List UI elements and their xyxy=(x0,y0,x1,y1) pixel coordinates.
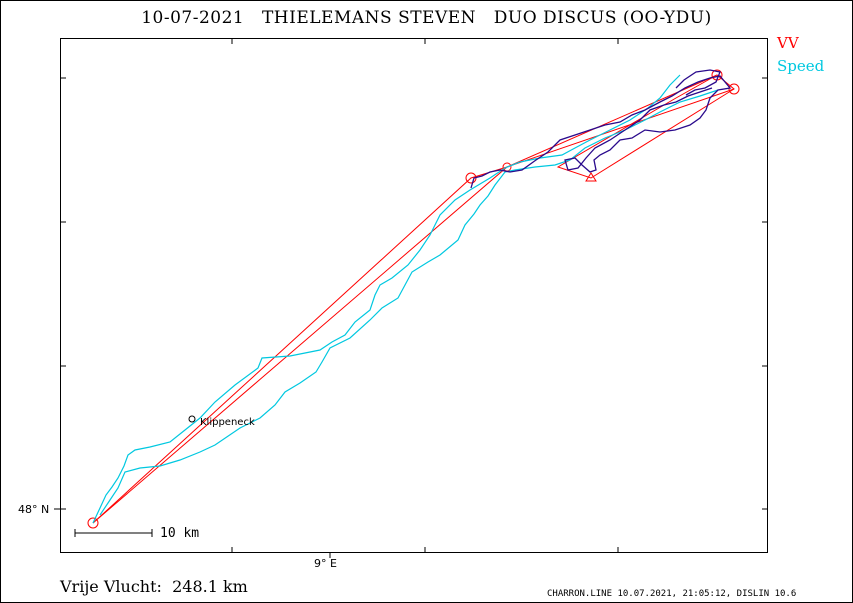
distance-label: Vrije Vlucht: xyxy=(60,577,162,596)
place-label-klippeneck: Klippeneck xyxy=(200,417,255,428)
track-vv xyxy=(470,69,732,189)
axis-ticks xyxy=(54,38,768,558)
flight-date: 10-07-2021 xyxy=(141,8,245,28)
track-speed xyxy=(92,74,719,524)
task-return xyxy=(92,88,735,524)
legend-speed: Speed xyxy=(777,57,825,75)
longitude-label: 9° E xyxy=(314,557,337,570)
pilot-name: THIELEMANS STEVEN xyxy=(261,8,477,28)
map-plot-area xyxy=(60,38,768,553)
track-speed-return xyxy=(99,89,719,516)
turnpoint-start xyxy=(87,517,99,529)
track-vv-loops xyxy=(675,69,721,96)
scale-bar-label: 10 km xyxy=(160,526,200,541)
glider-name: DUO DISCUS (OO-YDU) xyxy=(493,8,712,28)
track-vv-main xyxy=(470,75,732,189)
klippeneck-marker xyxy=(188,415,196,423)
page-title: 10-07-2021 THIELEMANS STEVEN DUO DISCUS … xyxy=(0,8,853,28)
scale-bar xyxy=(74,529,153,537)
latitude-label: 48° N xyxy=(18,503,50,516)
turnpoint-4 xyxy=(728,83,740,95)
track-speed-outbound xyxy=(92,74,681,524)
legend-vv: VV xyxy=(777,34,799,52)
turnpoint-finish-triangle xyxy=(585,172,597,182)
distance-value: 248.1 km xyxy=(172,577,248,596)
footer-info: CHARRON.LINE 10.07.2021, 21:05:12, DISLI… xyxy=(547,589,797,599)
task-lines xyxy=(87,69,740,529)
free-flight-distance: Vrije Vlucht: 248.1 km xyxy=(60,577,248,596)
